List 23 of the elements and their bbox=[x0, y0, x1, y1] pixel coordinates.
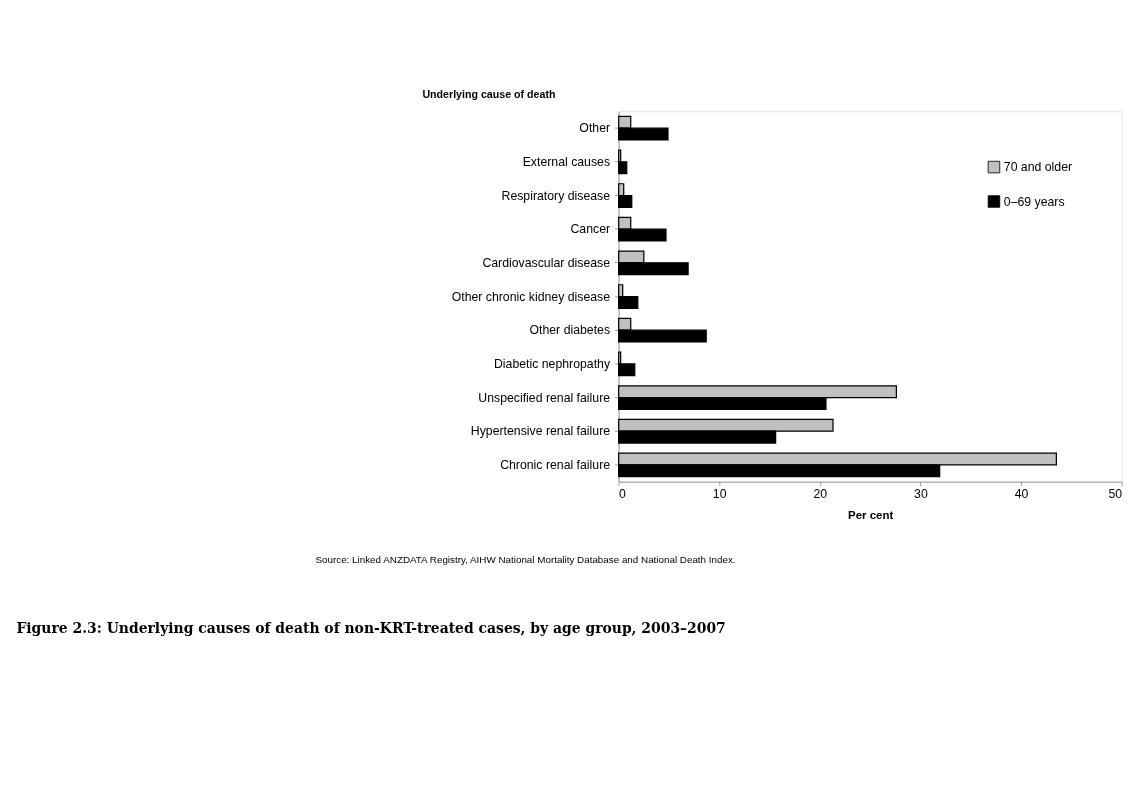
y-tick-label: Other bbox=[579, 121, 611, 136]
y-tick-label: External causes bbox=[522, 154, 611, 169]
y-axis-title: Underlying cause of death bbox=[422, 87, 556, 100]
x-tick-label: 40 bbox=[1014, 486, 1029, 501]
x-tick-label: 10 bbox=[712, 486, 727, 501]
y-tick-label: Respiratory disease bbox=[501, 188, 611, 203]
y-tick-label: Cancer bbox=[570, 222, 611, 237]
x-tick-label: 30 bbox=[914, 486, 928, 501]
y-tick-label: Unspecified renal failure bbox=[478, 390, 611, 405]
text: Figure 2.3: Underlying causes of death of non-KRT-treated cases, by age group, 2003–2007 bbox=[16, 619, 726, 636]
source-note: Source: Linked ANZDATA Registry, AIHW National Mortality Database and National Death Index. bbox=[315, 553, 736, 565]
y-tick-label: Other chronic kidney disease bbox=[451, 289, 611, 304]
y-tick-label: Cardiovascular disease bbox=[482, 255, 611, 270]
y-tick-label: Hypertensive renal failure bbox=[470, 424, 611, 439]
x-tick-label: 50 bbox=[1108, 486, 1123, 501]
legend-label: 0–69 years bbox=[1003, 194, 1065, 209]
y-tick-label: Other diabetes bbox=[529, 323, 611, 338]
legend-label: 70 and older bbox=[1003, 160, 1073, 175]
x-axis-title: Per cent bbox=[848, 509, 894, 522]
x-tick-label: 20 bbox=[813, 486, 828, 501]
x-tick-label: 0 bbox=[619, 486, 627, 501]
y-tick-label: Chronic renal failure bbox=[500, 457, 611, 472]
y-tick-label: Diabetic nephropathy bbox=[493, 356, 611, 371]
